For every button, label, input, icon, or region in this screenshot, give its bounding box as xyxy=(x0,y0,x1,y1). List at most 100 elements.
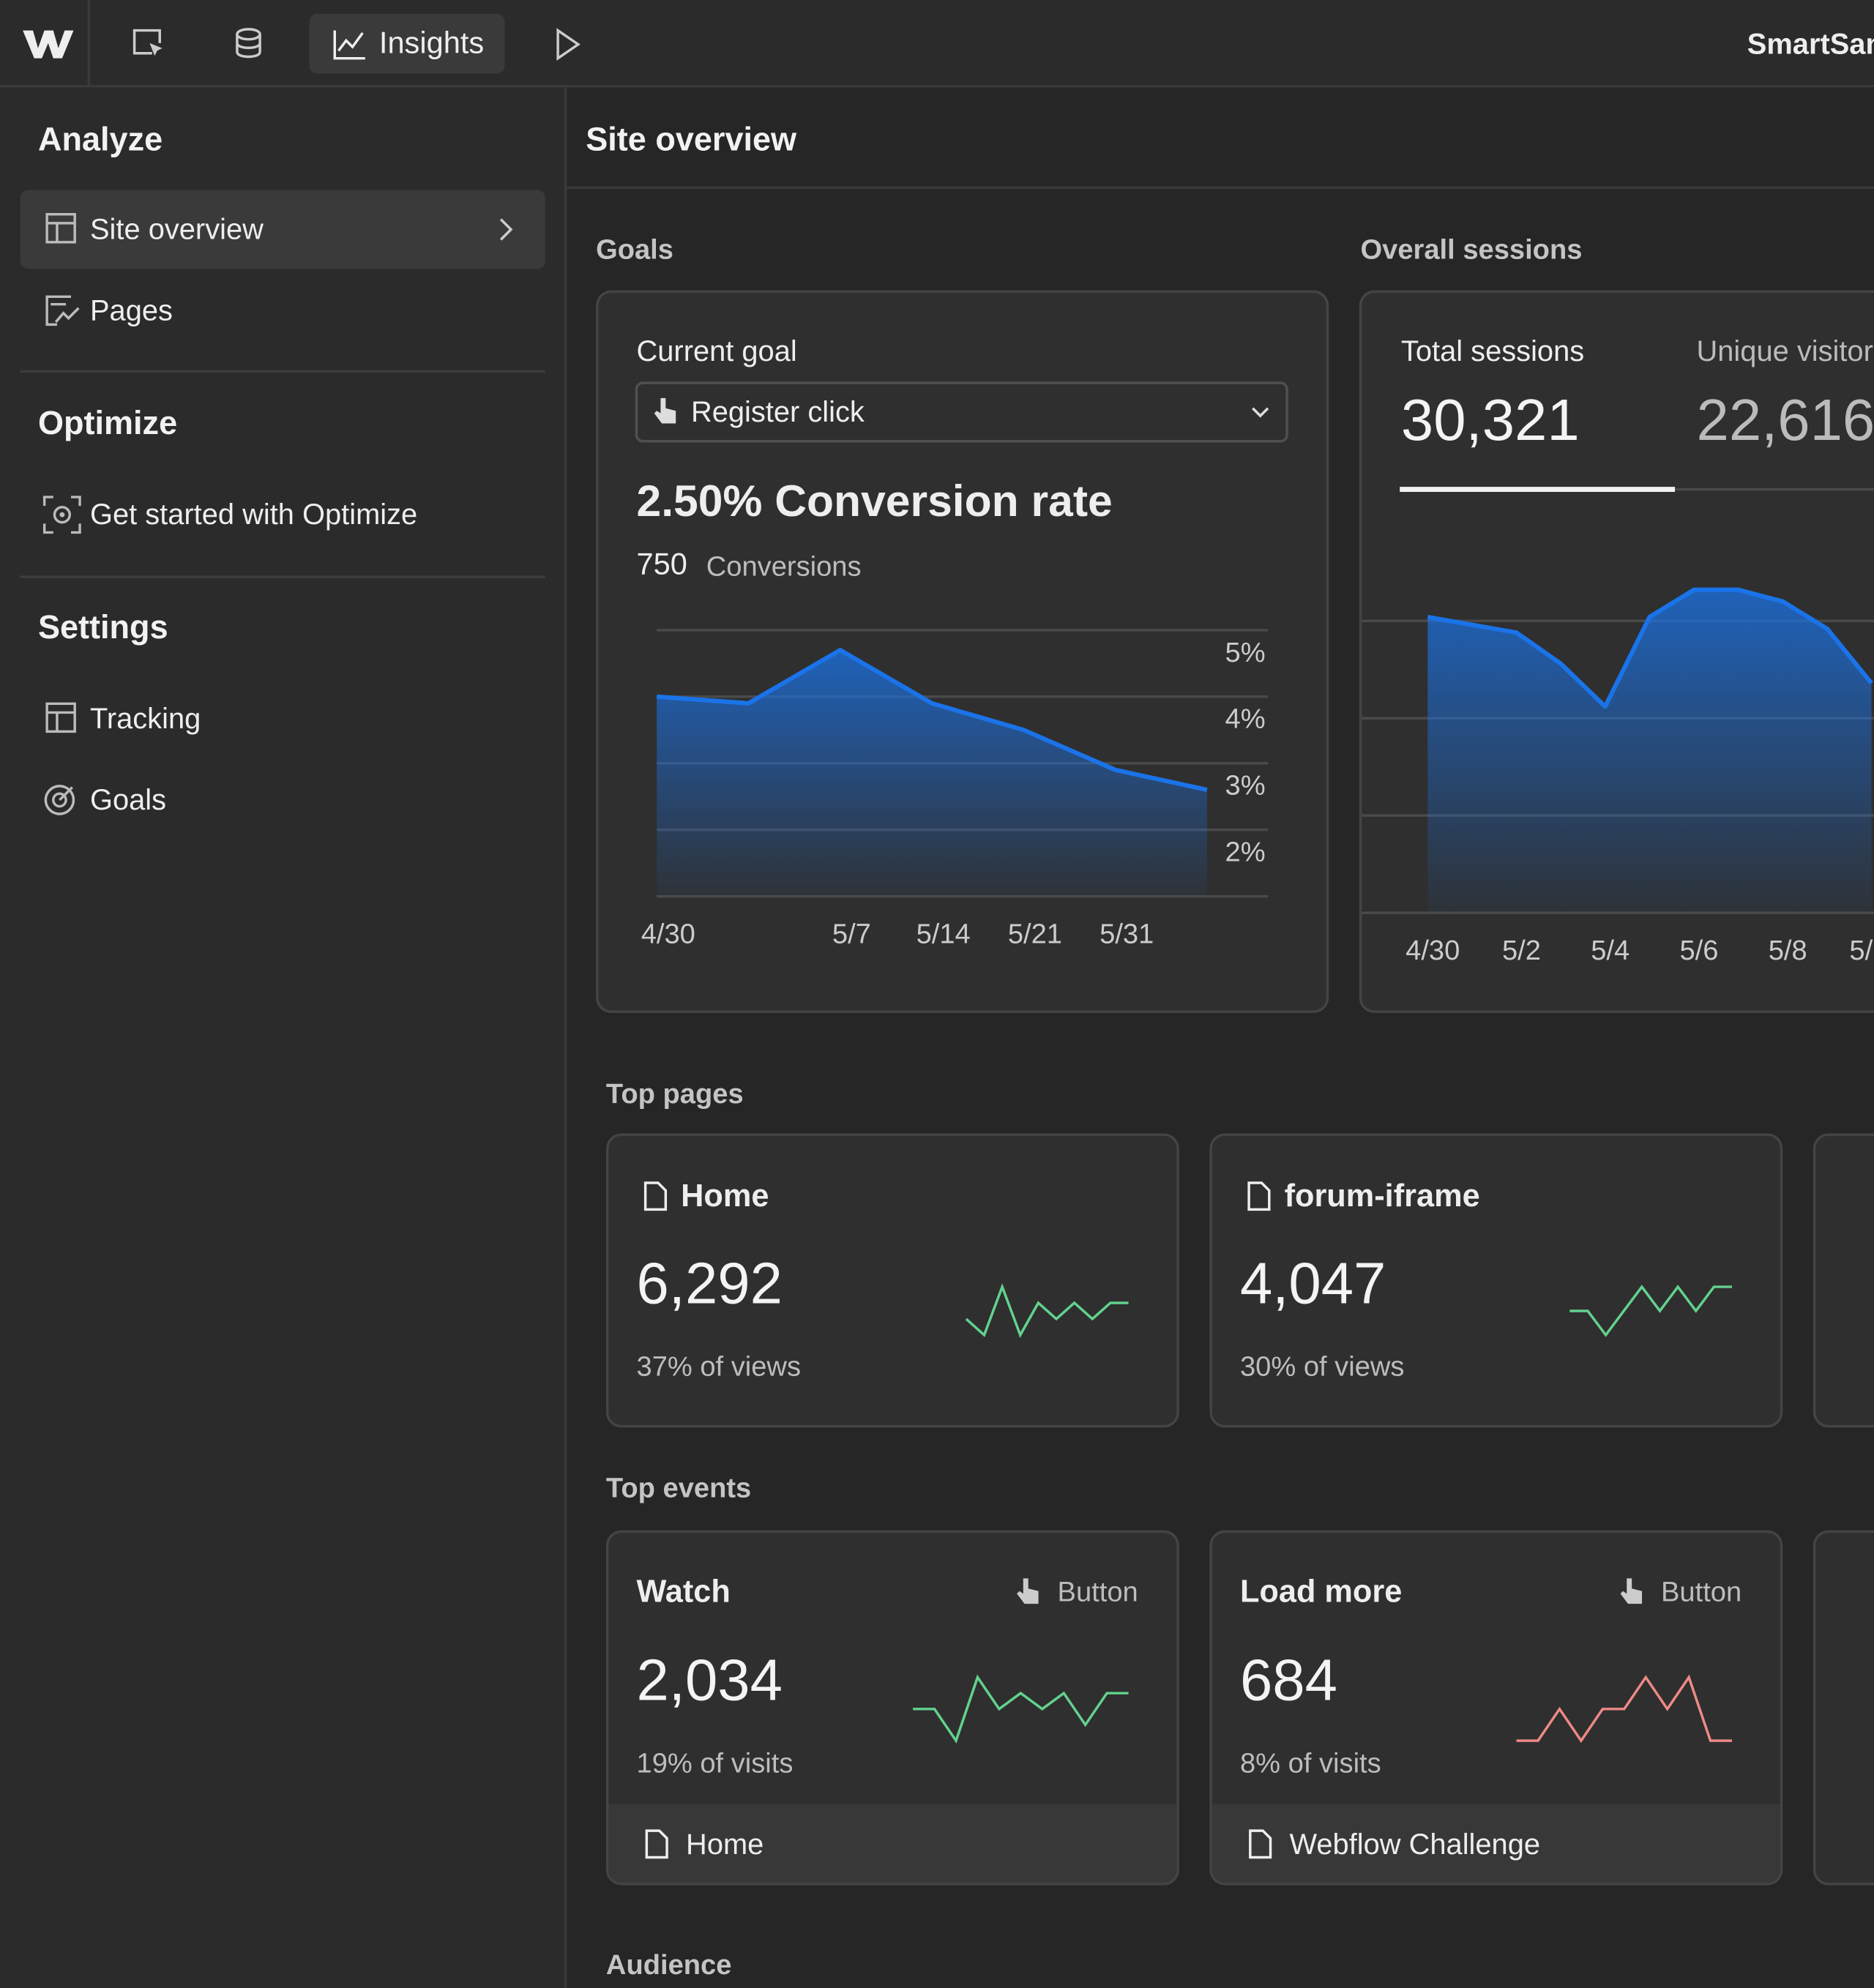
event-share: 19% of visits xyxy=(636,1746,794,1779)
preview-icon[interactable] xyxy=(554,28,582,61)
sparkline xyxy=(965,1283,1129,1338)
item-icon xyxy=(45,295,80,326)
trend-line xyxy=(1516,1674,1733,1744)
trend-line xyxy=(913,1674,1129,1744)
x-tick-label: 5/31 xyxy=(1100,919,1154,949)
page-card[interactable] xyxy=(1209,1133,1783,1428)
item-icon xyxy=(44,785,75,815)
tab-label[interactable]: Total sessions xyxy=(1400,334,1585,367)
y-tick-label: 5% xyxy=(1225,638,1266,668)
page-card[interactable] xyxy=(605,1133,1179,1428)
section-title: Optimize xyxy=(37,403,178,442)
pointer-icon xyxy=(1620,1578,1643,1604)
logo[interactable] xyxy=(23,28,74,61)
selected-goal[interactable]: Register click xyxy=(690,395,865,428)
sidebar xyxy=(0,87,567,1988)
insights-icon xyxy=(333,30,365,60)
section-title: Analyze xyxy=(37,119,163,158)
event-name: Load more xyxy=(1239,1574,1403,1610)
y-tick-label: 4% xyxy=(1225,704,1266,735)
nav-item[interactable]: Get started with Optimize xyxy=(89,497,418,531)
page-icon xyxy=(1247,1181,1271,1211)
pointer-icon xyxy=(654,397,676,424)
sparkline xyxy=(1516,1674,1733,1744)
event-count: 684 xyxy=(1239,1646,1337,1714)
page-name: Home xyxy=(681,1178,769,1214)
page-share: 37% of views xyxy=(636,1350,802,1382)
nav-item[interactable]: Pages xyxy=(89,293,173,327)
event-kind: Button xyxy=(1057,1575,1138,1608)
cms-icon[interactable] xyxy=(234,26,262,61)
event-card[interactable] xyxy=(605,1530,1179,1886)
area xyxy=(1427,589,1872,913)
card-footer xyxy=(608,1804,1177,1883)
line xyxy=(1427,587,1873,709)
section-heading: Audience xyxy=(605,1948,732,1981)
item-icon xyxy=(42,496,81,534)
page-title: Site overview xyxy=(586,119,797,158)
active-tab-underline xyxy=(1400,487,1676,493)
tab-underline xyxy=(1675,487,1874,491)
card-footer xyxy=(1212,1804,1780,1883)
goal-select[interactable] xyxy=(635,381,1288,443)
selected-item[interactable] xyxy=(20,190,545,269)
page-views: 6,292 xyxy=(636,1249,783,1316)
event-page: Webflow Challenge xyxy=(1289,1827,1541,1861)
page-card[interactable] xyxy=(1813,1133,1874,1428)
label: Current goal xyxy=(636,334,797,367)
conversions: 750 xyxy=(636,548,687,583)
page-icon xyxy=(643,1181,668,1211)
page-icon xyxy=(1249,1829,1272,1859)
event-card[interactable] xyxy=(1813,1530,1874,1886)
event-name: Watch xyxy=(636,1574,731,1610)
event-count: 2,034 xyxy=(636,1646,783,1714)
designer-icon[interactable] xyxy=(132,28,167,61)
page-views: 4,047 xyxy=(1239,1249,1386,1316)
conversions-label: Conversions xyxy=(706,550,862,583)
y-tick-label: 3% xyxy=(1225,771,1266,801)
chevron xyxy=(499,218,513,241)
section-title: Settings xyxy=(37,608,168,646)
page-share: 30% of views xyxy=(1239,1350,1405,1382)
sparkline xyxy=(913,1674,1129,1744)
tab-label[interactable]: Unique visitors xyxy=(1696,334,1874,367)
y-tick-label: 2% xyxy=(1225,837,1266,868)
x-tick-label: 5/6 xyxy=(1679,935,1718,966)
section-heading: Top pages xyxy=(605,1077,744,1110)
tab-value: 30,321 xyxy=(1400,386,1580,453)
trend-line xyxy=(1569,1285,1733,1337)
x-tick-label: 5/14 xyxy=(917,919,971,949)
nav-item[interactable]: Site overview xyxy=(89,212,264,246)
insights-tab[interactable] xyxy=(309,14,505,74)
section-heading: Overall sessions xyxy=(1360,233,1583,266)
event-card[interactable] xyxy=(1209,1530,1783,1886)
conversion-chart: 5% 4% 3% 2% 4/30 5/7 5/14 5/21 5/31 xyxy=(641,629,1269,949)
dropdown-icon xyxy=(1252,407,1269,418)
event-page: Home xyxy=(686,1827,764,1861)
sessions-chart: 4/30 5/2 5/4 5/6 5/8 5/10 xyxy=(1362,587,1874,966)
divider xyxy=(20,575,545,578)
nav-item[interactable]: Goals xyxy=(89,782,167,816)
conversion-rate: 2.50% Conversion rate xyxy=(636,477,1113,526)
site-name[interactable]: SmartSan xyxy=(1747,27,1874,61)
section-heading: Goals xyxy=(596,233,673,266)
line xyxy=(656,648,1208,793)
divider xyxy=(87,0,90,86)
x-tick-label: 4/30 xyxy=(641,919,695,949)
trend-line xyxy=(965,1283,1129,1338)
x-tick-label: 5/4 xyxy=(1591,935,1630,966)
x-tick-label: 5/8 xyxy=(1769,935,1807,966)
tab-label[interactable]: Insights xyxy=(378,26,485,61)
x-tick-label: 4/30 xyxy=(1406,935,1460,966)
top-bar xyxy=(0,0,1874,88)
event-kind: Button xyxy=(1661,1575,1742,1608)
event-share: 8% of visits xyxy=(1239,1746,1381,1779)
sparkline xyxy=(1569,1285,1733,1337)
divider xyxy=(567,186,1874,190)
nav-item[interactable]: Tracking xyxy=(89,701,201,735)
x-tick-label: 5/7 xyxy=(832,919,871,949)
area xyxy=(657,650,1207,897)
section-heading: Top events xyxy=(605,1471,752,1504)
